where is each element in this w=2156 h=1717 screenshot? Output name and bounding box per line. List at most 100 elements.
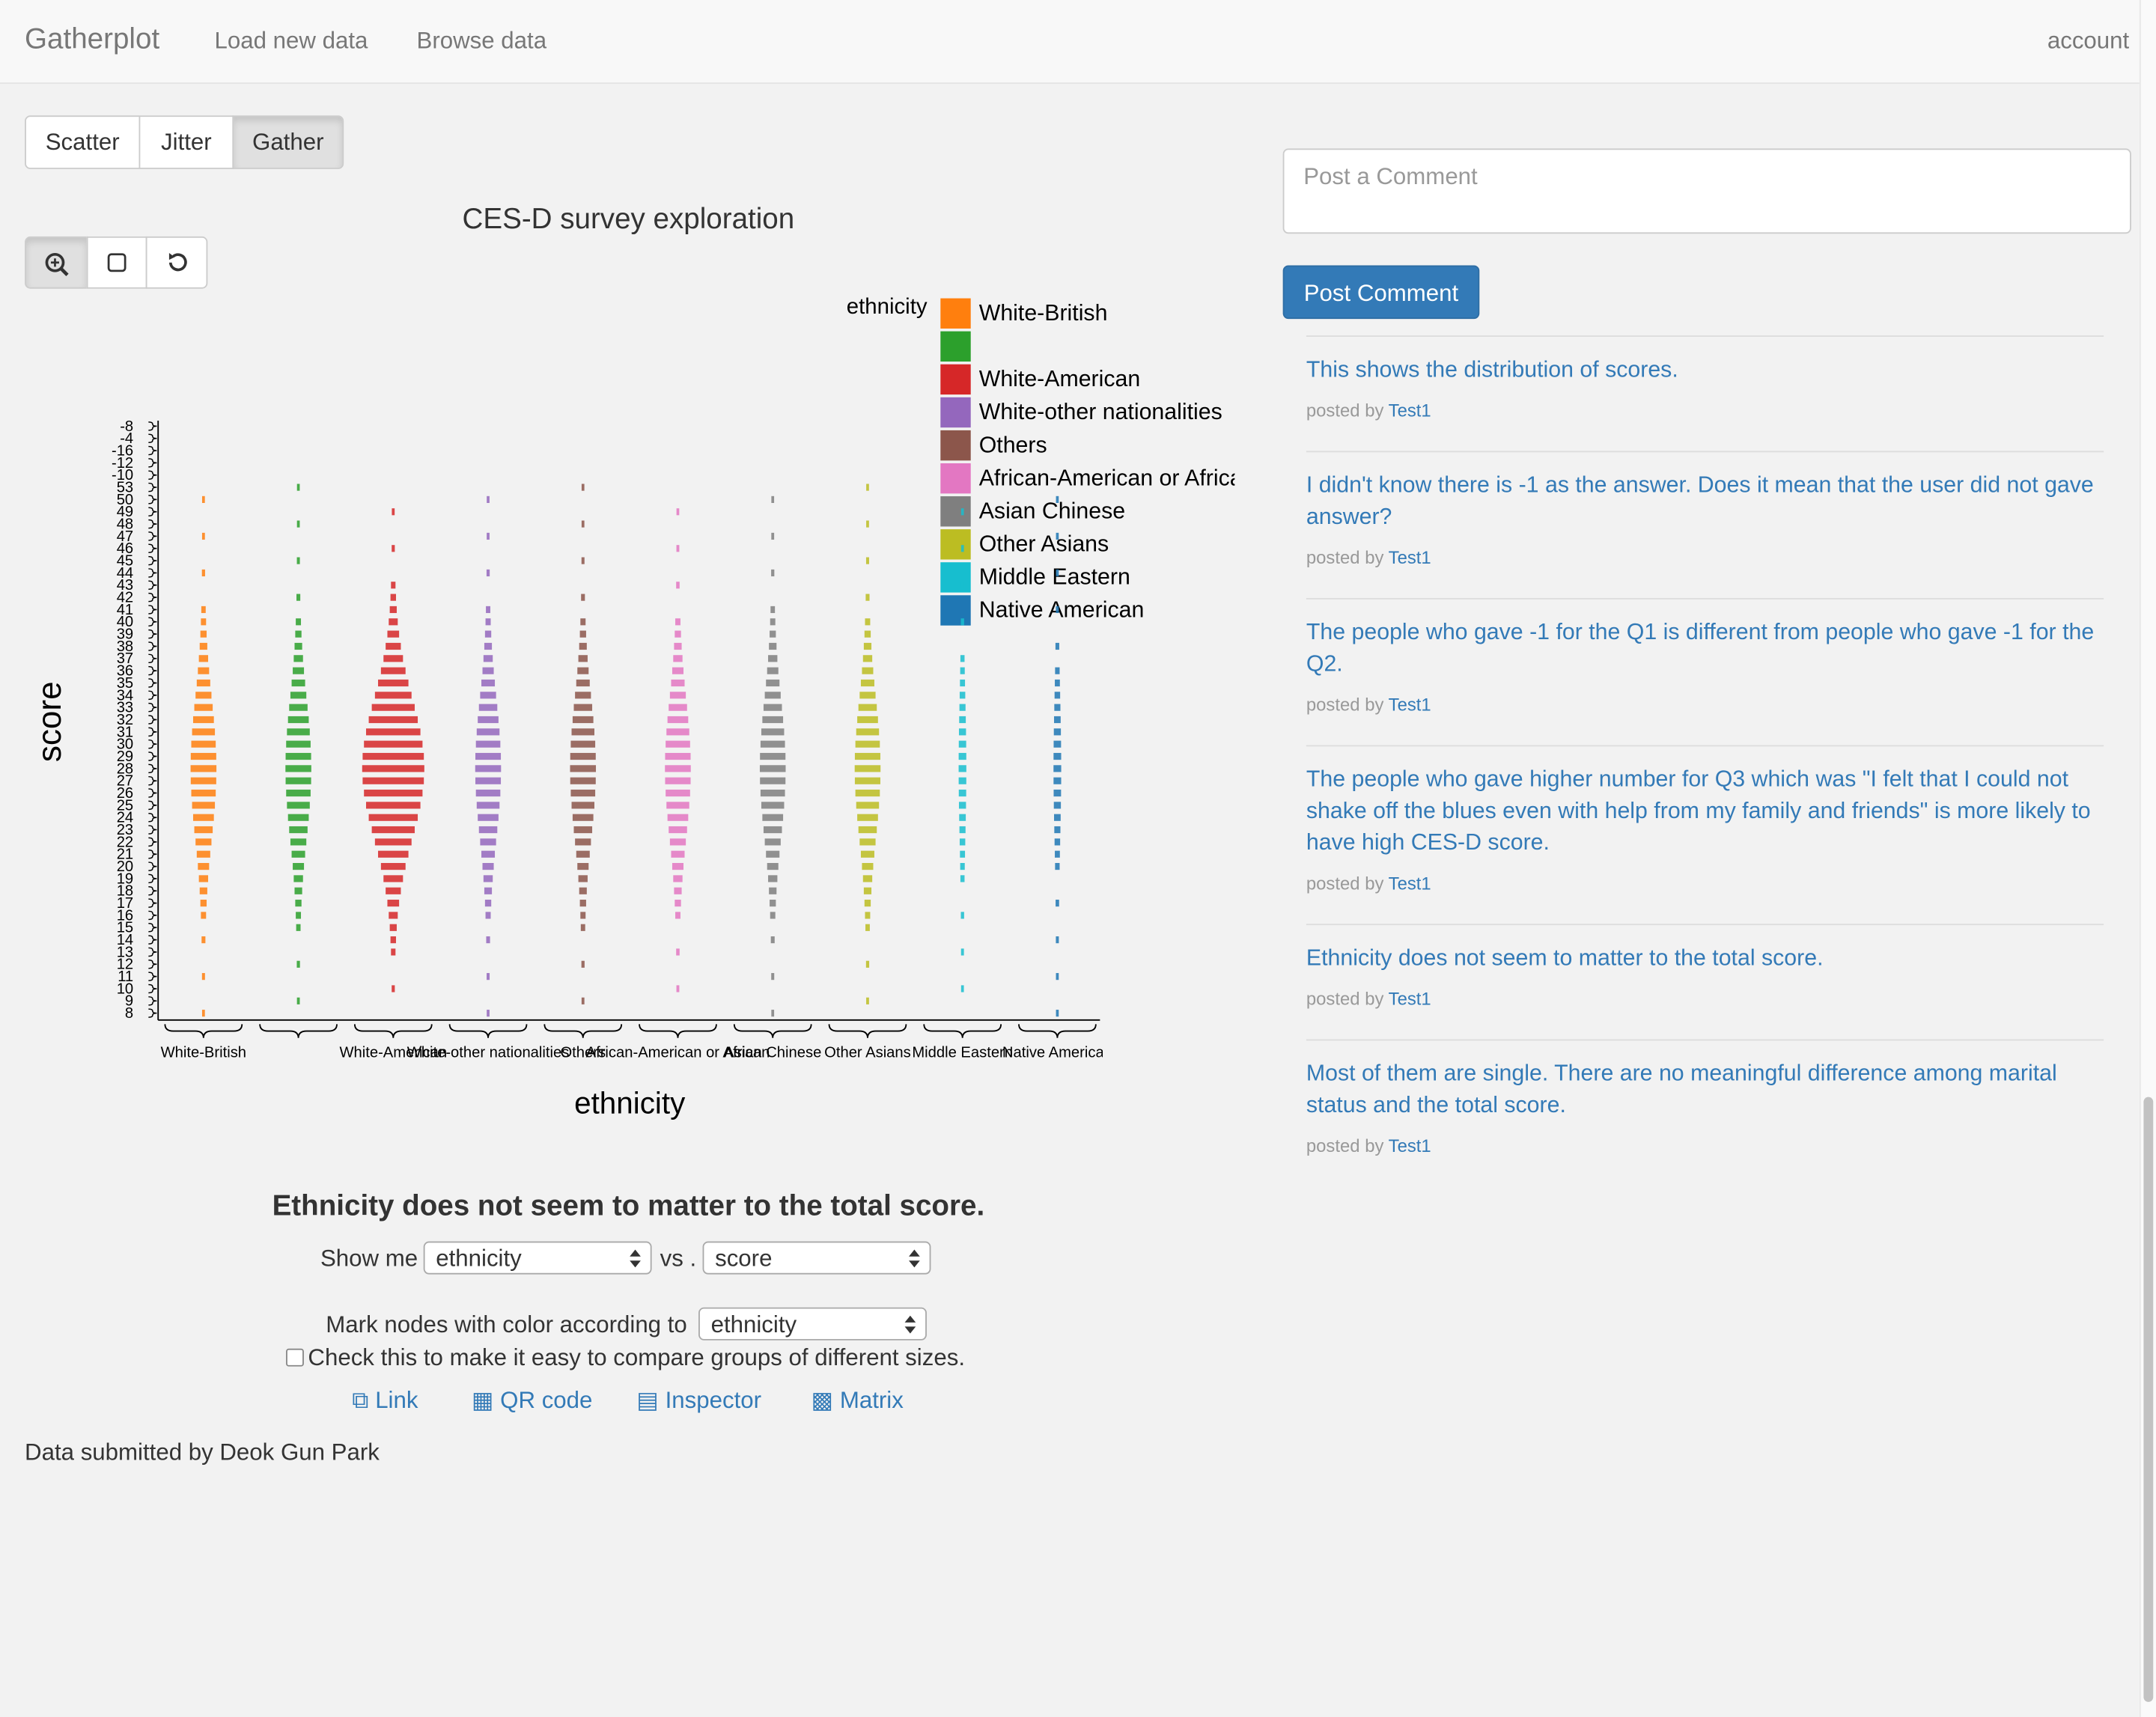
node (577, 862, 589, 870)
y-brace (148, 507, 157, 516)
comment-text[interactable]: Most of them are single. There are no me… (1306, 1061, 2057, 1118)
node (390, 936, 396, 944)
link[interactable]: Inspector (665, 1387, 762, 1414)
node (862, 667, 874, 674)
x-brace (164, 1024, 243, 1038)
x-brace (1018, 1024, 1097, 1038)
y-tick-label: 32 (117, 712, 133, 728)
author-link[interactable]: Test1 (1388, 547, 1431, 568)
node-group (759, 495, 786, 1017)
x-select[interactable]: ethnicity (423, 1241, 652, 1275)
link[interactable]: QR code (500, 1387, 593, 1414)
y-brace (148, 690, 157, 701)
node (959, 838, 966, 846)
node (295, 630, 302, 638)
node (762, 716, 784, 724)
link[interactable]: Matrix (839, 1387, 904, 1414)
node (771, 495, 775, 504)
y-tick-label: 41 (117, 602, 133, 618)
legend: White-British White-American White-other n… (940, 298, 1234, 626)
y-brace (148, 531, 157, 541)
node (391, 582, 396, 589)
comment-text[interactable]: The people who gave -1 for the Q1 is dif… (1306, 620, 2095, 677)
node-group (854, 484, 881, 1004)
node (483, 875, 493, 882)
node (287, 716, 309, 724)
node (770, 618, 776, 626)
node (866, 484, 869, 491)
node (196, 679, 210, 687)
node (287, 728, 310, 736)
y-tick-label: 31 (117, 724, 133, 740)
y-tick-label: 19 (117, 870, 133, 887)
node (578, 875, 588, 882)
node (389, 606, 397, 614)
node (960, 667, 965, 674)
chart-heading: Ethnicity does not seem to matter to the… (272, 1190, 985, 1222)
author-link[interactable]: Test1 (1388, 873, 1431, 894)
node (667, 716, 689, 724)
node (387, 630, 400, 638)
posted-by: posted by (1306, 988, 1384, 1010)
comment-text[interactable]: This shows the distribution of scores. (1306, 357, 1678, 382)
checkbox[interactable] (286, 1348, 304, 1367)
link-icon[interactable]: ▩ Matrix (811, 1387, 904, 1414)
y-brace (148, 617, 157, 627)
node (1054, 704, 1061, 711)
y-tick-label: 35 (117, 675, 133, 692)
node (674, 642, 682, 650)
comment-text[interactable]: The people who gave higher number for Q3… (1306, 766, 2091, 856)
node (768, 655, 778, 662)
link-icon[interactable]: ▦ QR code (471, 1387, 593, 1414)
node (676, 582, 680, 589)
node (486, 569, 490, 577)
y-brace (148, 641, 157, 651)
author-link[interactable]: Test1 (1388, 694, 1431, 716)
node (855, 740, 880, 748)
scrollbar[interactable] (2139, 0, 2156, 1717)
y-select[interactable]: score (702, 1241, 931, 1275)
node (671, 850, 685, 858)
nav-link[interactable]: Browse data (416, 27, 547, 54)
node (1053, 777, 1062, 784)
account-link[interactable]: account (2047, 27, 2130, 54)
posted-by: posted by (1306, 873, 1384, 894)
y-tick-label: -16 (112, 442, 133, 459)
y-tick-label: 50 (117, 492, 133, 508)
node-group (958, 508, 966, 992)
author-link[interactable]: Test1 (1388, 1135, 1431, 1156)
reset-button[interactable] (145, 236, 208, 289)
author-link[interactable]: Test1 (1388, 988, 1431, 1010)
y-tick-label: 45 (117, 553, 133, 570)
node (580, 924, 585, 931)
x-tick-label: Native American (1002, 1044, 1112, 1061)
y-brace (148, 800, 157, 811)
node (198, 655, 209, 662)
post-button[interactable]: Post Comment (1282, 265, 1480, 320)
color-select[interactable]: ethnicity (698, 1307, 927, 1341)
view-button[interactable]: Scatter (25, 115, 141, 169)
nav-link[interactable]: Load new data (214, 27, 368, 54)
comment-input[interactable]: Post a Comment (1282, 148, 2131, 234)
checkbox-label: Check this to make it easy to compare gr… (308, 1344, 966, 1371)
node (1056, 936, 1059, 944)
link-icon[interactable]: ⧉ Link (352, 1387, 418, 1414)
node (767, 862, 779, 870)
y-brace (148, 983, 157, 994)
comment-text[interactable]: Ethnicity does not seem to matter to the… (1306, 945, 1824, 971)
y-brace (148, 555, 157, 566)
link[interactable]: Link (375, 1387, 418, 1414)
author-link[interactable]: Test1 (1388, 400, 1431, 421)
link-icon[interactable]: ▤ Inspector (636, 1387, 762, 1414)
node (1056, 973, 1059, 981)
node (190, 777, 216, 784)
comment-text[interactable]: I didn't know there is -1 as the answer.… (1306, 472, 2094, 530)
node (958, 740, 966, 748)
node (669, 826, 687, 834)
node (486, 936, 490, 944)
brand[interactable]: Gatherplot (25, 23, 160, 55)
node (581, 960, 585, 968)
view-button[interactable]: Gather (232, 115, 344, 169)
y-tick-label: 11 (118, 969, 133, 985)
